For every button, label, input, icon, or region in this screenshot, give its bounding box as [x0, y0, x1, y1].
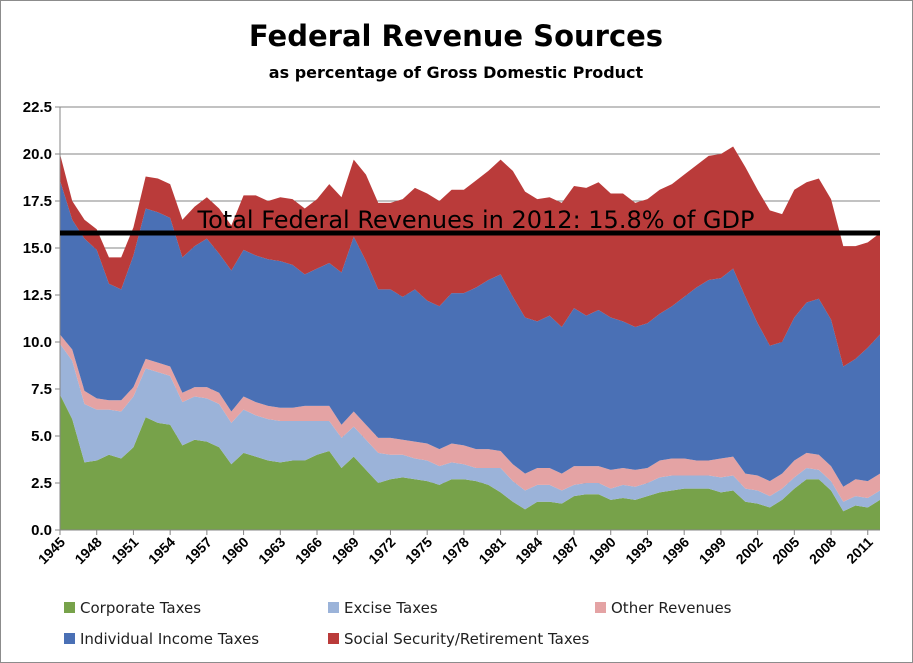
area-individual-income-taxes	[60, 180, 880, 487]
annotation-total-revenue: Total Federal Revenues in 2012: 15.8% of…	[60, 206, 880, 236]
x-tick-label: 2002	[732, 534, 765, 567]
y-tick-label: 15.0	[23, 240, 52, 257]
x-tick-label: 1951	[108, 534, 141, 567]
x-tick-label: 1990	[586, 534, 619, 567]
chart-subtitle: as percentage of Gross Domestic Product	[269, 63, 644, 82]
legend-swatch-social-security-taxes	[328, 633, 339, 644]
y-tick-label: 10.0	[23, 334, 52, 351]
y-tick-label: 2.5	[31, 475, 52, 492]
x-tick-label: 1975	[402, 534, 435, 567]
area-excise-taxes	[60, 343, 880, 512]
y-tick-label: 20.0	[23, 146, 52, 163]
axes	[59, 107, 880, 531]
y-tick-label: 17.5	[23, 193, 52, 210]
area-corporate-taxes	[60, 394, 880, 530]
x-tick-label: 1987	[549, 534, 582, 567]
x-tick-label: 1954	[145, 534, 178, 567]
chart-title: Federal Revenue Sources	[249, 19, 663, 53]
legend-swatch-excise-taxes	[328, 602, 339, 613]
x-tick-label: 1999	[696, 534, 729, 567]
legend-label-individual-income-taxes: Individual Income Taxes	[80, 630, 259, 648]
x-tick-label: 1966	[292, 534, 325, 567]
y-tick-label: 22.5	[23, 99, 52, 116]
legend-label-other-revenues: Other Revenues	[611, 599, 732, 617]
legend-swatch-other-revenues	[595, 602, 606, 613]
legend-label-corporate-taxes: Corporate Taxes	[80, 599, 201, 617]
annotation-text: Total Federal Revenues in 2012: 15.8% of…	[197, 206, 755, 234]
x-tick-label: 1984	[512, 534, 545, 567]
x-tick-label: 1981	[475, 534, 508, 567]
legend: Corporate Taxes Excise Taxes Other Reven…	[64, 599, 732, 648]
x-tick-label: 1969	[329, 534, 362, 567]
x-tick-label: 2005	[769, 534, 802, 567]
y-tick-label: 5.0	[31, 428, 52, 445]
area-other-revenues	[60, 334, 880, 502]
x-tick-label: 2011	[843, 534, 876, 567]
legend-swatch-individual-income-taxes	[64, 633, 75, 644]
x-tick-label: 1963	[255, 534, 288, 567]
y-tick-label: 0.0	[31, 522, 52, 539]
x-tick-label: 1948	[71, 534, 104, 567]
legend-swatch-corporate-taxes	[64, 602, 75, 613]
x-tick-label: 1957	[182, 534, 215, 567]
x-tick-label: 1972	[365, 534, 398, 567]
area-social-security-retirement-taxes	[60, 146, 880, 367]
y-tick-label: 7.5	[31, 381, 52, 398]
x-tick-label: 1978	[439, 534, 472, 567]
y-tick-label: 12.5	[23, 287, 52, 304]
legend-label-social-security-taxes: Social Security/Retirement Taxes	[344, 630, 589, 648]
x-tick-label: 1996	[659, 534, 692, 567]
y-axis-ticks: 0.0 2.5 5.0 7.5 10.0 12.5 15.0 17.5 20.0 22.5	[23, 99, 60, 539]
x-tick-label: 1993	[622, 534, 655, 567]
stacked-areas	[60, 146, 880, 530]
legend-label-excise-taxes: Excise Taxes	[344, 599, 438, 617]
x-axis-ticks: 1945 1948 1951 1954 1957 1960 1963 1966 1969 1972…	[35, 530, 876, 567]
x-tick-label: 1960	[218, 534, 251, 567]
x-tick-label: 2008	[806, 534, 839, 567]
